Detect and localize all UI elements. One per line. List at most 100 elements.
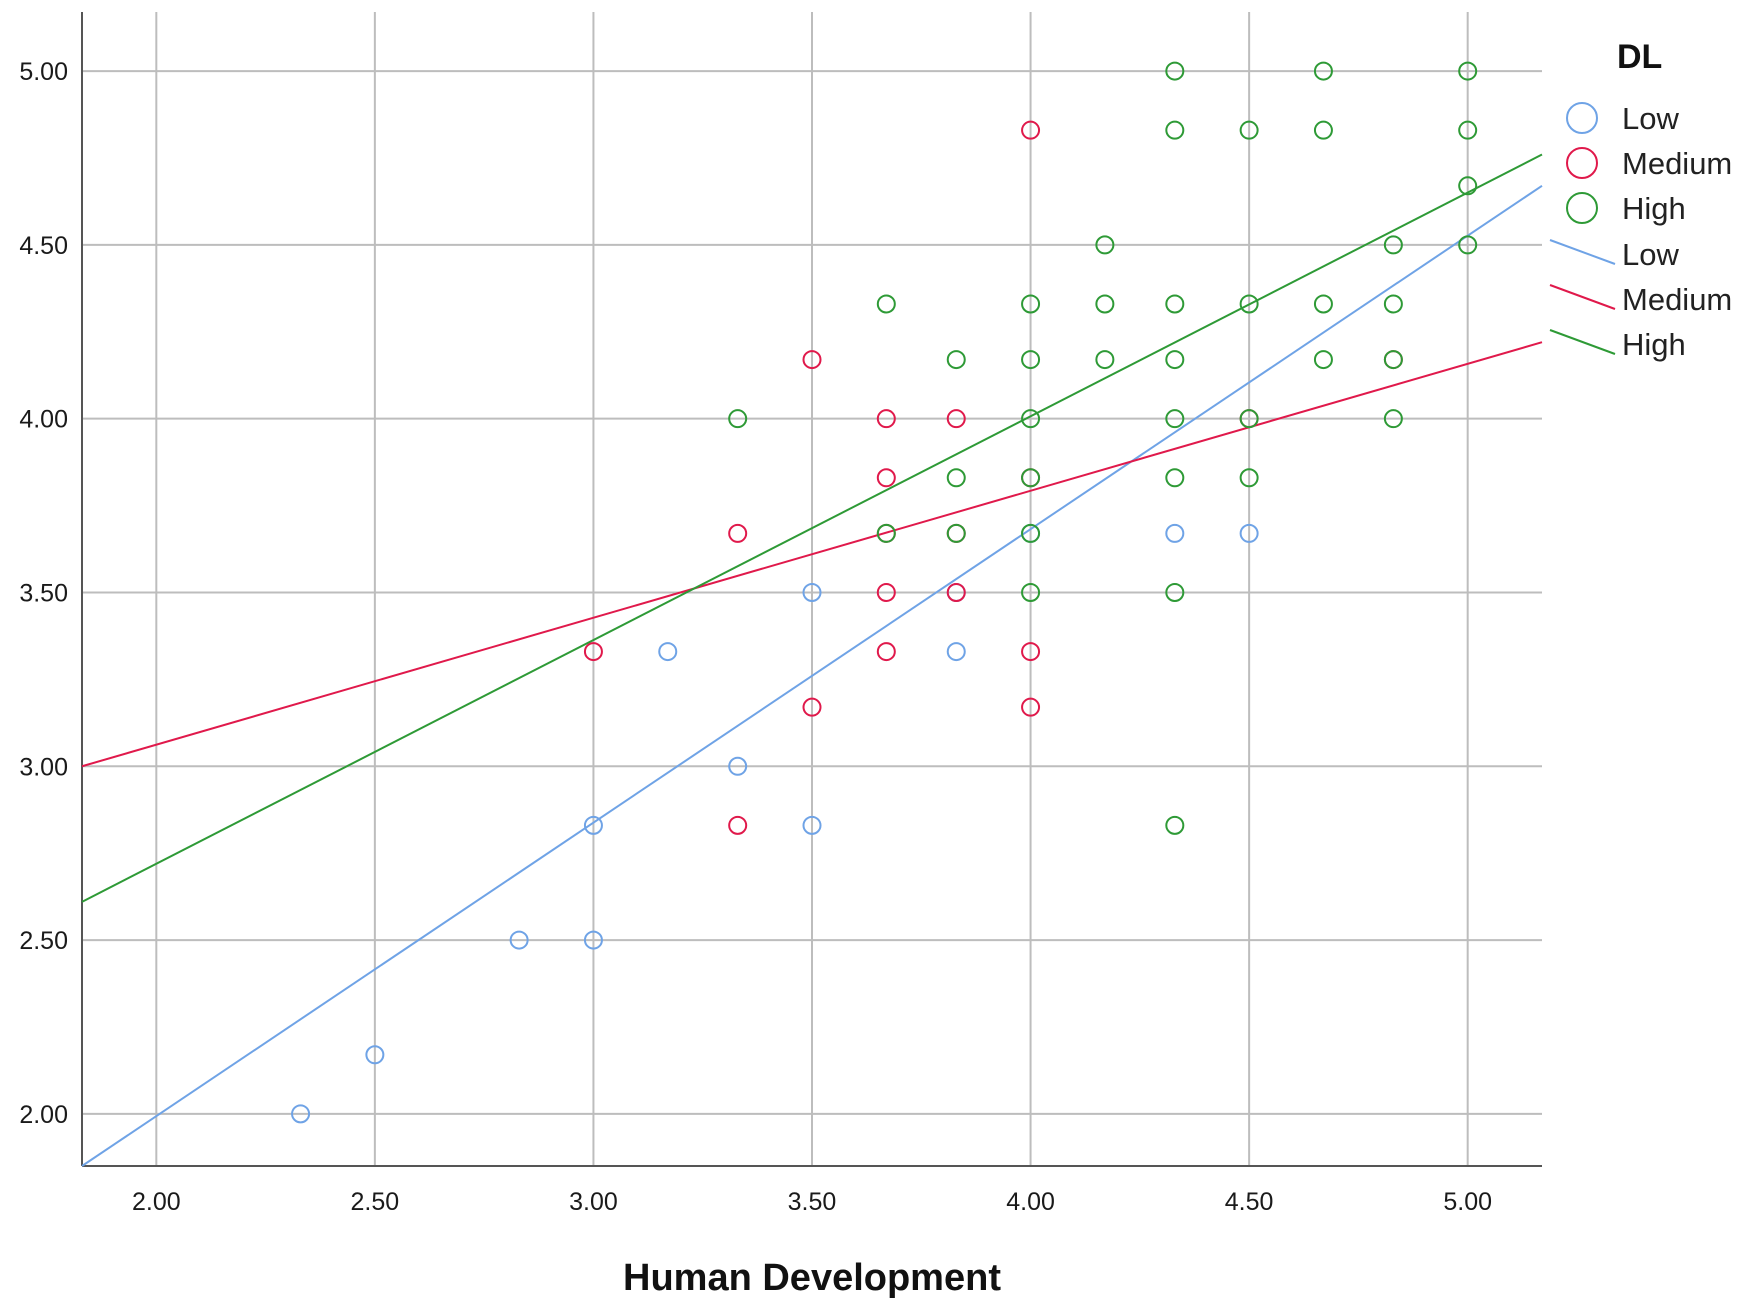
- fit-line-layer: [81, 153, 1543, 1167]
- data-point-medium: [583, 642, 603, 662]
- data-point-high: [1021, 523, 1041, 543]
- data-point-high: [1165, 350, 1185, 370]
- data-point-medium: [876, 468, 896, 488]
- legend-line-low: [1549, 239, 1616, 265]
- data-point-medium: [802, 350, 822, 370]
- data-point-high: [1313, 120, 1333, 140]
- data-point-high: [1383, 409, 1403, 429]
- data-point-high: [1021, 409, 1041, 429]
- data-point-high: [1458, 61, 1478, 81]
- data-point-high: [1239, 294, 1259, 314]
- data-point-low: [802, 815, 822, 835]
- fit-line-high: [81, 153, 1543, 903]
- data-point-medium: [728, 523, 748, 543]
- data-point-high: [1165, 468, 1185, 488]
- x-tick-label: 4.50: [1225, 1188, 1274, 1216]
- data-point-high: [1021, 294, 1041, 314]
- data-point-high: [876, 294, 896, 314]
- data-point-medium: [1021, 697, 1041, 717]
- x-tick-label: 5.00: [1443, 1188, 1492, 1216]
- data-point-medium: [1021, 642, 1041, 662]
- grid-layer: [82, 12, 1542, 1166]
- data-point-high: [1458, 176, 1478, 196]
- data-point-medium: [946, 582, 966, 602]
- data-point-high: [1383, 350, 1403, 370]
- legend-title: DL: [1617, 38, 1662, 76]
- data-point-high: [1021, 350, 1041, 370]
- y-tick-label: 2.50: [19, 927, 68, 955]
- x-tick-label: 2.00: [132, 1188, 181, 1216]
- data-point-low: [583, 930, 603, 950]
- data-point-medium: [946, 409, 966, 429]
- axes-layer: [81, 12, 1542, 1167]
- data-point-medium: [876, 642, 896, 662]
- y-tick-label: 3.50: [19, 579, 68, 607]
- data-point-high: [1165, 120, 1185, 140]
- data-point-high: [946, 350, 966, 370]
- data-point-high: [1095, 235, 1115, 255]
- data-point-medium: [802, 697, 822, 717]
- y-tick-label: 3.00: [19, 753, 68, 781]
- x-axis-title: Human Development: [623, 1257, 1001, 1299]
- data-point-low: [802, 582, 822, 602]
- legend-label-line-high: High: [1622, 327, 1686, 362]
- data-point-high: [1383, 294, 1403, 314]
- legend-line-medium: [1549, 284, 1616, 310]
- data-point-low: [509, 930, 529, 950]
- data-point-medium: [1021, 120, 1041, 140]
- data-point-high: [1239, 120, 1259, 140]
- fit-line-medium: [81, 341, 1543, 768]
- legend: DL Low Medium High Low Medium High: [1549, 38, 1732, 362]
- data-point-low: [291, 1104, 311, 1124]
- fit-line-low: [81, 184, 1543, 1167]
- y-tick-label: 5.00: [19, 58, 68, 86]
- legend-line-high: [1549, 329, 1616, 355]
- data-point-high: [1021, 582, 1041, 602]
- data-point-high: [1095, 350, 1115, 370]
- legend-label-marker-high: High: [1622, 191, 1686, 226]
- data-point-low: [728, 756, 748, 776]
- data-point-low: [583, 815, 603, 835]
- x-tick-label: 3.50: [788, 1188, 837, 1216]
- data-point-high: [728, 409, 748, 429]
- x-tick-label: 4.00: [1006, 1188, 1055, 1216]
- data-point-high: [1313, 350, 1333, 370]
- legend-label-marker-medium: Medium: [1622, 146, 1732, 181]
- data-point-low: [1165, 523, 1185, 543]
- y-tick-label: 4.00: [19, 406, 68, 434]
- data-point-medium: [876, 582, 896, 602]
- data-point-low: [946, 642, 966, 662]
- data-point-medium: [876, 409, 896, 429]
- data-point-low: [1239, 523, 1259, 543]
- x-tick-label: 3.00: [569, 1188, 618, 1216]
- legend-marker-high: [1566, 192, 1598, 224]
- data-point-high: [1021, 468, 1041, 488]
- data-point-high: [1313, 294, 1333, 314]
- legend-marker-low: [1566, 102, 1598, 134]
- data-point-high: [1165, 61, 1185, 81]
- point-layer: [291, 61, 1478, 1124]
- data-point-low: [365, 1045, 385, 1065]
- data-point-high: [1165, 409, 1185, 429]
- data-point-high: [1458, 120, 1478, 140]
- data-point-high: [876, 523, 896, 543]
- data-point-high: [1313, 61, 1333, 81]
- y-tick-label: 2.00: [19, 1101, 68, 1129]
- data-point-high: [1165, 294, 1185, 314]
- legend-label-line-medium: Medium: [1622, 282, 1732, 317]
- data-point-high: [1239, 409, 1259, 429]
- legend-marker-medium: [1566, 147, 1598, 179]
- data-point-high: [1165, 815, 1185, 835]
- legend-label-line-low: Low: [1622, 237, 1679, 272]
- data-point-high: [946, 468, 966, 488]
- data-point-high: [1165, 582, 1185, 602]
- y-tick-label: 4.50: [19, 232, 68, 260]
- data-point-medium: [728, 815, 748, 835]
- data-point-high: [1383, 235, 1403, 255]
- x-tick-label: 2.50: [351, 1188, 400, 1216]
- data-point-high: [1458, 235, 1478, 255]
- tick-label-layer: 2.00 2.50 3.00 3.50 4.00 4.50 5.00 2.00 2.50 3.00…: [19, 58, 1492, 1216]
- data-point-low: [658, 642, 678, 662]
